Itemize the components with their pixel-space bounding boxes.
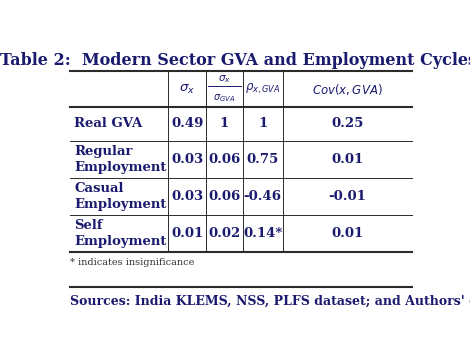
Text: Self: Self [74, 219, 102, 231]
Text: 0.01: 0.01 [331, 153, 363, 166]
Text: 0.06: 0.06 [208, 190, 241, 203]
Text: 0.03: 0.03 [171, 153, 203, 166]
Text: $\sigma_{GVA}$: $\sigma_{GVA}$ [213, 92, 235, 104]
Text: $\sigma_x$: $\sigma_x$ [179, 82, 195, 95]
Text: -0.46: -0.46 [244, 190, 282, 203]
Text: 0.03: 0.03 [171, 190, 203, 203]
Text: 1: 1 [220, 118, 229, 130]
Text: 0.75: 0.75 [247, 153, 279, 166]
Text: * indicates insignificance: * indicates insignificance [70, 258, 194, 267]
Text: $Cov(x, GVA)$: $Cov(x, GVA)$ [312, 82, 383, 97]
Text: Employment: Employment [74, 235, 166, 248]
Text: Employment: Employment [74, 198, 166, 211]
Text: $\sigma_x$: $\sigma_x$ [218, 73, 231, 84]
Text: Real GVA: Real GVA [74, 118, 142, 130]
Text: Sources: India KLEMS, NSS, PLFS dataset; and Authors' calculations.: Sources: India KLEMS, NSS, PLFS dataset;… [70, 294, 470, 307]
Text: 0.14*: 0.14* [243, 227, 282, 240]
Text: 0.06: 0.06 [208, 153, 241, 166]
Text: 0.25: 0.25 [331, 118, 364, 130]
Text: Employment: Employment [74, 161, 166, 174]
Text: Regular: Regular [74, 145, 133, 158]
Text: -0.01: -0.01 [329, 190, 366, 203]
Text: 0.01: 0.01 [331, 227, 363, 240]
Text: Casual: Casual [74, 182, 124, 195]
Text: 1: 1 [258, 118, 267, 130]
Text: 0.01: 0.01 [171, 227, 203, 240]
Text: $\rho_{x,GVA}$: $\rho_{x,GVA}$ [245, 82, 281, 96]
Text: 0.02: 0.02 [208, 227, 241, 240]
Text: 0.49: 0.49 [171, 118, 204, 130]
Text: Table 2:  Modern Sector GVA and Employment Cycles.: Table 2: Modern Sector GVA and Employmen… [0, 52, 470, 69]
